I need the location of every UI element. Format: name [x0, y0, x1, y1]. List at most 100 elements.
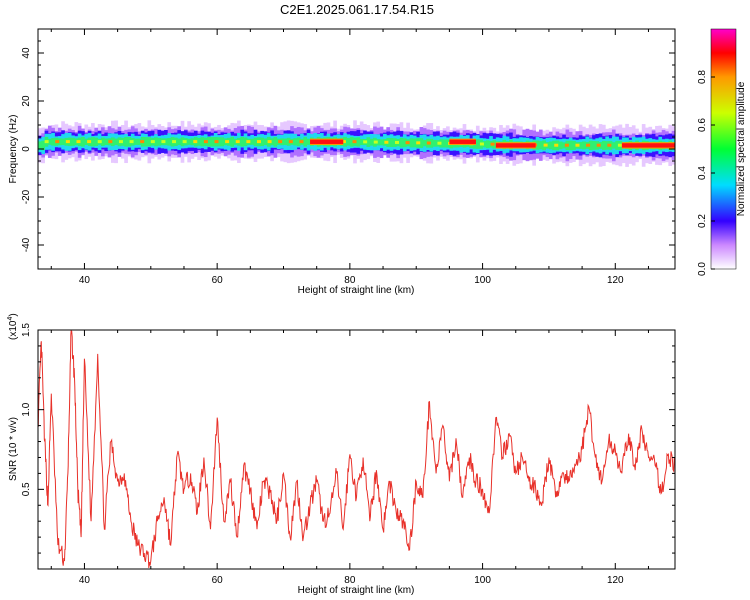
spectrogram-cell	[157, 137, 162, 146]
snr-xtick-label: 60	[212, 575, 224, 586]
spectrogram-xtick-label: 60	[212, 275, 224, 286]
snr-multiplier-close: )	[8, 313, 19, 316]
spectrogram-cell	[187, 138, 191, 145]
colorbar-gradient	[710, 28, 737, 270]
spectrogram-hotspot	[299, 140, 304, 144]
spectrogram-cell	[356, 137, 361, 147]
spectrogram-cell	[197, 137, 201, 146]
spectrogram-hotspot	[607, 143, 612, 147]
spectrogram-ytick-label: 40	[21, 47, 32, 59]
spectrogram-band	[38, 120, 675, 167]
spectrogram-cell	[91, 137, 95, 147]
spectrogram-hotspot	[564, 143, 569, 147]
snr-xtick-label: 80	[344, 575, 356, 586]
spectrogram-hotspot	[246, 140, 251, 144]
spectrogram-cell	[558, 141, 563, 150]
spectrogram-cell	[134, 138, 138, 145]
spectrogram-hotspot	[341, 140, 346, 144]
snr-multiplier-exp: 4	[7, 317, 14, 321]
spectrogram-hotspot	[490, 142, 495, 146]
spectrogram-ytick-label: 0	[21, 146, 32, 152]
spectrogram-hotspot	[586, 143, 591, 147]
snr-multiplier-base: (x10	[8, 320, 19, 340]
colorbar-tick-label: 0.4	[697, 166, 708, 180]
spectrogram-hotspot	[543, 143, 548, 147]
spectrogram-cell	[81, 136, 85, 147]
spectrogram-hotspot	[172, 140, 177, 144]
spectrogram-cell	[94, 137, 99, 146]
spectrogram-ticks: 40 60 80 100 120 40 20 0 -20 -40	[21, 28, 675, 286]
colorbar-ticks: 0.0 0.2 0.4 0.6 0.8	[697, 70, 715, 276]
snr-frame	[37, 329, 676, 570]
spectrogram-hotspot	[554, 143, 559, 147]
spectrogram-xlabel: Height of straight line (km)	[298, 285, 415, 296]
spectrogram-cell	[412, 138, 417, 148]
spectrogram-hotspot	[373, 140, 378, 144]
spectrogram-cell	[167, 137, 172, 146]
spectrogram-cell	[548, 141, 553, 150]
spectrogram-cell	[552, 140, 556, 151]
spectrogram-xtick-label: 120	[607, 275, 624, 286]
spectrogram-cell	[568, 140, 573, 151]
colorbar-tick-label: 0.6	[697, 118, 708, 132]
spectrogram-cell	[422, 139, 427, 147]
spectrogram-cell	[230, 136, 235, 147]
figure-title: C2E1.2025.061.17.54.R15	[280, 2, 434, 17]
snr-ytick-label: 0.5	[21, 482, 32, 496]
spectrogram-hotspot	[225, 140, 230, 144]
colorbar: 0.0 0.2 0.4 0.6 0.8 Normalized spectral ampl…	[697, 28, 747, 276]
snr-xtick-label: 100	[474, 575, 491, 586]
spectrogram-cell	[538, 141, 543, 150]
snr-multiplier: (x104)	[7, 313, 19, 340]
spectrogram-hotspot	[575, 143, 580, 147]
spectrogram-ylabel: Frequency (Hz)	[8, 115, 19, 184]
spectrogram-hotspot	[617, 143, 622, 147]
spectrogram-cell	[84, 138, 89, 145]
spectrogram-cell	[240, 136, 245, 147]
colorbar-tick-label: 0.2	[697, 214, 708, 228]
spectrogram-cell	[127, 137, 132, 147]
spectrogram-hotspot	[288, 140, 293, 144]
spectrogram-cell	[207, 136, 211, 147]
spectrogram-cell	[432, 139, 437, 147]
spectrogram-cell	[369, 138, 374, 146]
spectrogram-cell	[190, 138, 195, 146]
snr-xtick-label: 40	[79, 575, 91, 586]
spectrogram-xtick-label: 100	[474, 275, 491, 286]
spectrogram-cell	[379, 139, 384, 146]
spectrogram-cell	[615, 140, 619, 150]
spectrogram-hotspot	[44, 140, 49, 144]
spectrogram-cell	[535, 140, 540, 150]
spectrogram-cell	[602, 140, 606, 150]
spectrogram-cell	[220, 137, 225, 147]
spectrogram-hot-segment	[310, 139, 344, 144]
spectrogram-cell	[389, 138, 394, 147]
spectrogram-cell	[359, 138, 364, 146]
spectrogram-cell	[349, 136, 354, 147]
spectrogram-hotspot	[267, 140, 272, 144]
spectrogram-cell	[38, 141, 42, 150]
snr-series-line	[38, 330, 675, 569]
spectrogram-cell	[47, 138, 52, 145]
spectrogram-cell	[366, 137, 371, 147]
spectrogram-cell	[137, 138, 142, 145]
spectrogram-cell	[154, 137, 158, 147]
spectrogram-cell	[303, 137, 308, 147]
spectrogram-xtick-label: 40	[79, 275, 91, 286]
spectrogram-cell	[376, 139, 381, 146]
spectrogram-ytick-label: -40	[21, 237, 32, 252]
spectrogram-cell	[217, 137, 221, 147]
snr-xlabel: Height of straight line (km)	[298, 585, 415, 596]
spectrogram-hotspot	[161, 140, 166, 144]
spectrogram-hotspot	[426, 141, 431, 145]
spectrogram-cell	[61, 138, 65, 146]
spectrogram-cell	[200, 137, 205, 147]
spectrogram-hotspot	[479, 142, 484, 146]
spectrogram-hotspot	[416, 141, 421, 145]
spectrogram-hotspot	[278, 140, 283, 144]
spectrogram-cell	[74, 138, 79, 146]
svg-text:(x104): (x104)	[7, 313, 19, 340]
colorbar-label: Normalized spectral amplitude	[736, 81, 747, 216]
spectrogram-cell	[51, 138, 55, 146]
